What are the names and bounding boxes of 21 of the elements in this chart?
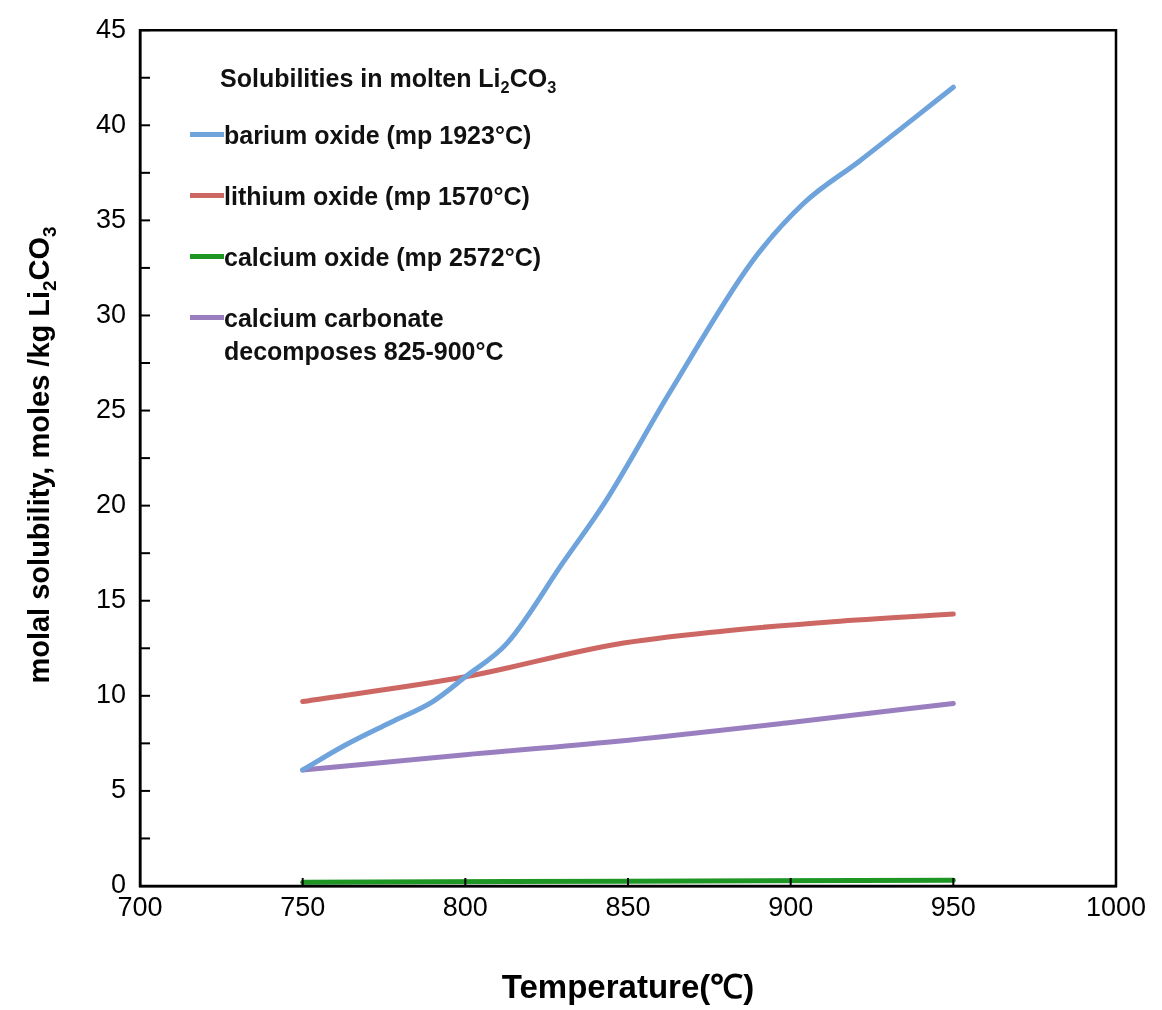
x-tick-label: 850 (605, 891, 651, 922)
x-tick-label: 950 (930, 891, 976, 922)
y-tick-label: 35 (95, 203, 126, 234)
y-tick-label: 5 (110, 774, 126, 805)
legend-label: lithium oxide (mp 1570°C) (224, 181, 530, 212)
y-tick-label: 10 (95, 679, 126, 710)
y-tick-label: 15 (95, 584, 126, 615)
legend-label: calcium carbonate decomposes 825-900°C (224, 303, 504, 367)
x-tick-label: 800 (442, 891, 488, 922)
legend-title: Solubilities in molten Li$_{2}$CO$_{3}$ (220, 64, 557, 97)
x-tick-label: 1000 (1085, 891, 1147, 922)
y-tick-label: 45 (95, 13, 126, 44)
y-tick-label: 25 (95, 394, 126, 425)
y-tick-label: 40 (95, 108, 126, 139)
y-tick-label: 30 (95, 298, 126, 329)
x-axis-title: Temperature(℃) (501, 966, 755, 1007)
y-tick-label: 20 (95, 489, 126, 520)
legend-label: calcium oxide (mp 2572°C) (224, 242, 542, 273)
x-tick-label: 750 (280, 891, 326, 922)
legend-label: barium oxide (mp 1923°C) (224, 120, 532, 151)
x-tick-label: 900 (768, 891, 814, 922)
